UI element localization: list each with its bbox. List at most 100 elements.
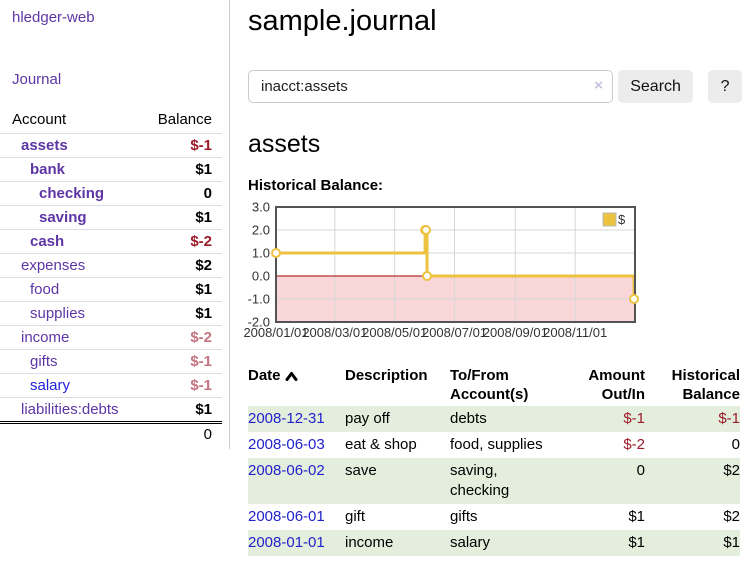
account-row: gifts $-1 (0, 349, 222, 374)
svg-text:1.0: 1.0 (252, 246, 270, 261)
svg-text:2008/11/01: 2008/11/01 (543, 325, 607, 340)
chart-title: Historical Balance: (248, 177, 384, 194)
transaction-rows: 2008-12-31 pay off debts $-1 $-1 2008-06-03 ea… (248, 406, 740, 556)
search-button[interactable]: Search (618, 70, 694, 103)
transaction-date-link[interactable]: 2008-06-02 (248, 462, 325, 479)
account-rows: assets $-1 bank $1 checking 0 saving $1 cash $-2 e… (0, 133, 222, 423)
app-brand-link[interactable]: hledger-web (12, 9, 95, 26)
account-row: expenses $2 (0, 253, 222, 278)
transaction-balance: $1 (723, 534, 740, 551)
transaction-amount: $-1 (623, 410, 645, 427)
svg-text:2008/03/01: 2008/03/01 (302, 325, 367, 340)
account-link[interactable]: checking (39, 185, 105, 202)
account-balance: 0 (144, 181, 222, 206)
accounts-header-row: Account Balance (0, 107, 222, 134)
account-row: bank $1 (0, 157, 222, 182)
account-link[interactable]: income (21, 329, 70, 346)
page-title: sample.journal (248, 5, 437, 37)
transactions-header-amount: Amount Out/In (588, 367, 645, 403)
transaction-description: eat & shop (345, 436, 417, 453)
account-link[interactable]: food (30, 281, 60, 298)
transaction-date-link[interactable]: 2008-01-01 (248, 534, 325, 551)
account-balance: $1 (144, 205, 222, 230)
account-link[interactable]: supplies (30, 305, 86, 322)
sidebar-item-journal[interactable]: Journal (12, 71, 62, 88)
account-balance: $2 (144, 253, 222, 278)
account-row: cash $-2 (0, 229, 222, 254)
transaction-accounts: debts (450, 410, 487, 427)
transactions-header-balance: Historical Balance (671, 367, 740, 403)
account-link[interactable]: salary (30, 377, 71, 394)
account-balance: $-2 (144, 325, 222, 350)
sidebar-accounts-table: Account Balance assets $-1 bank $1 checking 0… (0, 107, 222, 445)
account-balance: $1 (144, 277, 222, 302)
search-form: × Search ? (248, 70, 742, 103)
transaction-balance: $2 (723, 508, 740, 525)
transaction-amount: $1 (628, 534, 645, 551)
transaction-description: gift (345, 508, 366, 525)
account-link[interactable]: cash (30, 233, 65, 250)
spacer-cell (0, 421, 144, 445)
account-heading: assets (248, 130, 321, 158)
transaction-date-link[interactable]: 2008-06-01 (248, 508, 325, 525)
sidebar: hledger-web Journal Account Balance asse… (0, 0, 229, 445)
transaction-accounts: food, supplies (450, 436, 543, 453)
transaction-description: save (345, 462, 377, 479)
transaction-row[interactable]: 2008-06-01 gift gifts $1 $2 (248, 504, 740, 530)
help-button[interactable]: ? (708, 70, 742, 103)
sort-ascending-icon (285, 372, 298, 381)
account-row: saving $1 (0, 205, 222, 230)
transaction-balance: 0 (731, 436, 740, 453)
account-row: checking 0 (0, 181, 222, 206)
sidebar-divider (229, 0, 230, 449)
transaction-amount: $-2 (623, 436, 645, 453)
svg-text:-1.0: -1.0 (248, 292, 270, 307)
account-balance: $-2 (144, 229, 222, 254)
transaction-row[interactable]: 2008-06-02 save saving, checking 0 $2 (248, 458, 740, 504)
transaction-row[interactable]: 2008-01-01 income salary $1 $1 (248, 530, 740, 556)
historical-balance-chart: 3.0 2.0 1.0 0.0 -1.0 -2.02008/01/012008/03/01… (243, 200, 640, 340)
transaction-date-link[interactable]: 2008-06-03 (248, 436, 325, 453)
account-row: assets $-1 (0, 133, 222, 158)
account-row: liabilities:debts $1 (0, 397, 222, 423)
transaction-balance: $2 (723, 462, 740, 479)
account-link[interactable]: assets (21, 137, 68, 154)
svg-text:2008/07/01: 2008/07/01 (422, 325, 487, 340)
account-balance: $-1 (144, 373, 222, 398)
account-link[interactable]: gifts (30, 353, 58, 370)
account-row: salary $-1 (0, 373, 222, 398)
accounts-header-account: Account (0, 107, 144, 134)
svg-text:2008/09/01: 2008/09/01 (483, 325, 548, 340)
account-balance: $-1 (144, 133, 222, 158)
svg-text:2008/05/01: 2008/05/01 (362, 325, 427, 340)
clear-search-icon[interactable]: × (594, 77, 603, 94)
account-link[interactable]: expenses (21, 257, 86, 274)
transactions-header-row: Date Description To/From Account(s) Amou… (248, 364, 740, 406)
transactions-header-date[interactable]: Date (248, 364, 345, 406)
svg-text:-2.0: -2.0 (248, 315, 270, 330)
account-link[interactable]: liabilities:debts (21, 401, 119, 418)
transaction-row[interactable]: 2008-06-03 eat & shop food, supplies $-2 0 (248, 432, 740, 458)
account-balance: $1 (144, 397, 222, 423)
transaction-accounts: salary (450, 534, 491, 551)
transaction-accounts: saving, checking (450, 462, 510, 499)
svg-text:2008/01/01: 2008/01/01 (243, 325, 308, 340)
account-link[interactable]: saving (39, 209, 87, 226)
accounts-total-row: 0 (0, 421, 222, 445)
svg-text:3.0: 3.0 (252, 200, 270, 215)
transaction-row[interactable]: 2008-12-31 pay off debts $-1 $-1 (248, 406, 740, 432)
account-balance: $1 (144, 301, 222, 326)
transactions-header-description: Description (345, 367, 428, 384)
accounts-total-value: 0 (144, 421, 222, 445)
account-balance: $-1 (144, 349, 222, 374)
transaction-amount: 0 (636, 462, 645, 479)
transaction-date-link[interactable]: 2008-12-31 (248, 410, 325, 427)
transaction-description: income (345, 534, 394, 551)
account-link[interactable]: bank (30, 161, 66, 178)
transaction-balance: $-1 (718, 410, 740, 427)
account-balance: $1 (144, 157, 222, 182)
account-row: food $1 (0, 277, 222, 302)
search-input[interactable] (248, 70, 613, 103)
svg-text:0.0: 0.0 (252, 269, 270, 284)
svg-text:$: $ (618, 212, 626, 227)
